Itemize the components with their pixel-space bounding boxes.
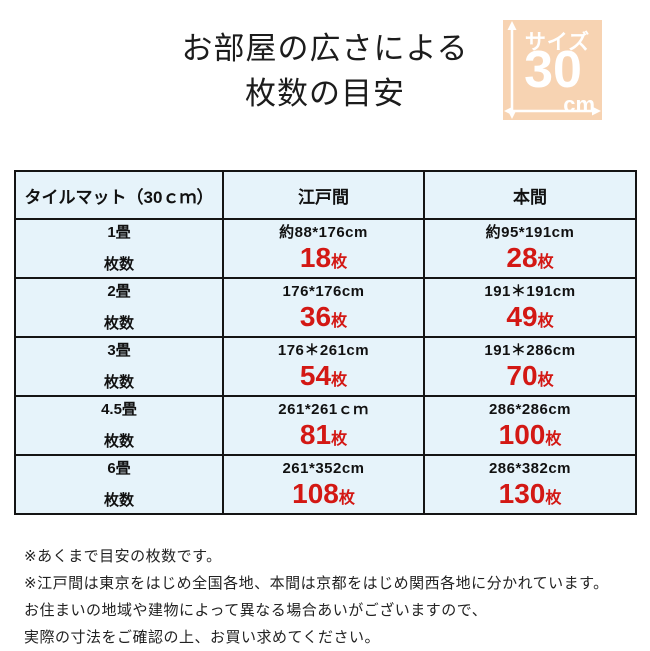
count-label: 枚数 [103, 492, 134, 509]
header-product: タイルマット（30ｃｍ） [14, 170, 224, 220]
count-label: 枚数 [103, 315, 134, 332]
table-row: 2畳 枚数 176*176cm 36枚 191＊191cm 49枚 [14, 277, 637, 338]
page-title: お部屋の広さによる 枚数の目安 [0, 26, 650, 116]
edoma-count-unit: 枚 [338, 490, 355, 507]
size-badge-label: サイズ [524, 31, 591, 54]
count-label: 枚数 [103, 256, 134, 273]
honma-count: 100 [498, 419, 546, 450]
header-honma: 本間 [423, 170, 637, 220]
edoma-count-unit: 枚 [331, 372, 348, 389]
table-row: 6畳 枚数 261*352cm 108枚 286*382cm 130枚 [14, 454, 637, 515]
edoma-count: 54 [299, 360, 332, 391]
edoma-count: 108 [292, 478, 339, 509]
table-row: 4.5畳 枚数 261*261ｃｍ 81枚 286*286cm 100枚 [14, 395, 637, 456]
edoma-size: 176*176cm [282, 283, 365, 300]
edoma-size: 261*352cm [282, 460, 365, 477]
edoma-count: 18 [299, 242, 332, 273]
tatami-label: 1畳 [107, 224, 131, 241]
table-row: 3畳 枚数 176＊261cm 54枚 191＊286cm 70枚 [14, 336, 637, 397]
size-table: タイルマット（30ｃｍ） 江戸間 本間 1畳 枚数 約88*176cm 18枚 … [14, 170, 637, 515]
count-label: 枚数 [103, 433, 134, 450]
note-line-3: お住まいの地域や建物によって異なる場合あいがございますので、 [24, 602, 488, 619]
table-row: 1畳 枚数 約88*176cm 18枚 約95*191cm 28枚 [14, 218, 637, 279]
size-badge-unit: cm [563, 92, 595, 117]
honma-size: 286*382cm [488, 460, 572, 477]
honma-size: 約95*191cm [485, 224, 575, 241]
edoma-size: 176＊261cm [277, 342, 370, 359]
honma-count-unit: 枚 [545, 431, 562, 448]
honma-count: 130 [498, 478, 546, 509]
honma-count: 49 [506, 301, 538, 332]
edoma-count: 81 [299, 419, 332, 450]
tatami-label: 4.5畳 [101, 401, 137, 418]
honma-count-unit: 枚 [537, 372, 554, 389]
note-line-4: 実際の寸法をご確認の上、お買い求めてください。 [24, 629, 381, 646]
edoma-count-unit: 枚 [331, 431, 348, 448]
honma-count-unit: 枚 [545, 490, 562, 507]
page-title-line1: お部屋の広さによる [181, 31, 469, 66]
honma-size: 286*286cm [488, 401, 572, 418]
size-badge: サイズ 30 cm [503, 20, 602, 120]
tatami-label: 3畳 [107, 342, 131, 359]
count-label: 枚数 [103, 374, 134, 391]
honma-size: 191＊191cm [484, 283, 576, 300]
tatami-label: 6畳 [107, 460, 131, 477]
edoma-count-unit: 枚 [331, 254, 348, 271]
honma-count: 28 [506, 242, 538, 273]
note-line-1: ※あくまで目安の枚数です。 [24, 548, 222, 565]
honma-size: 191＊286cm [484, 342, 576, 359]
size-badge-value: 30 [524, 41, 582, 99]
footnotes: ※あくまで目安の枚数です。 ※江戸間は東京をはじめ全国各地、本間は京都をはじめ関… [24, 543, 634, 651]
edoma-count: 36 [299, 301, 332, 332]
honma-count: 70 [506, 360, 538, 391]
honma-count-unit: 枚 [537, 254, 554, 271]
edoma-size: 261*261ｃｍ [278, 401, 369, 418]
dimension-arrows-icon [504, 21, 601, 119]
table-header-row: タイルマット（30ｃｍ） 江戸間 本間 [14, 170, 637, 220]
header-edoma: 江戸間 [222, 170, 425, 220]
honma-count-unit: 枚 [537, 313, 554, 330]
page-title-line2: 枚数の目安 [245, 76, 405, 111]
edoma-size: 約88*176cm [279, 224, 368, 241]
note-line-2: ※江戸間は東京をはじめ全国各地、本間は京都をはじめ関西各地に分かれています。 [24, 575, 609, 592]
edoma-count-unit: 枚 [331, 313, 348, 330]
tatami-label: 2畳 [107, 283, 131, 300]
